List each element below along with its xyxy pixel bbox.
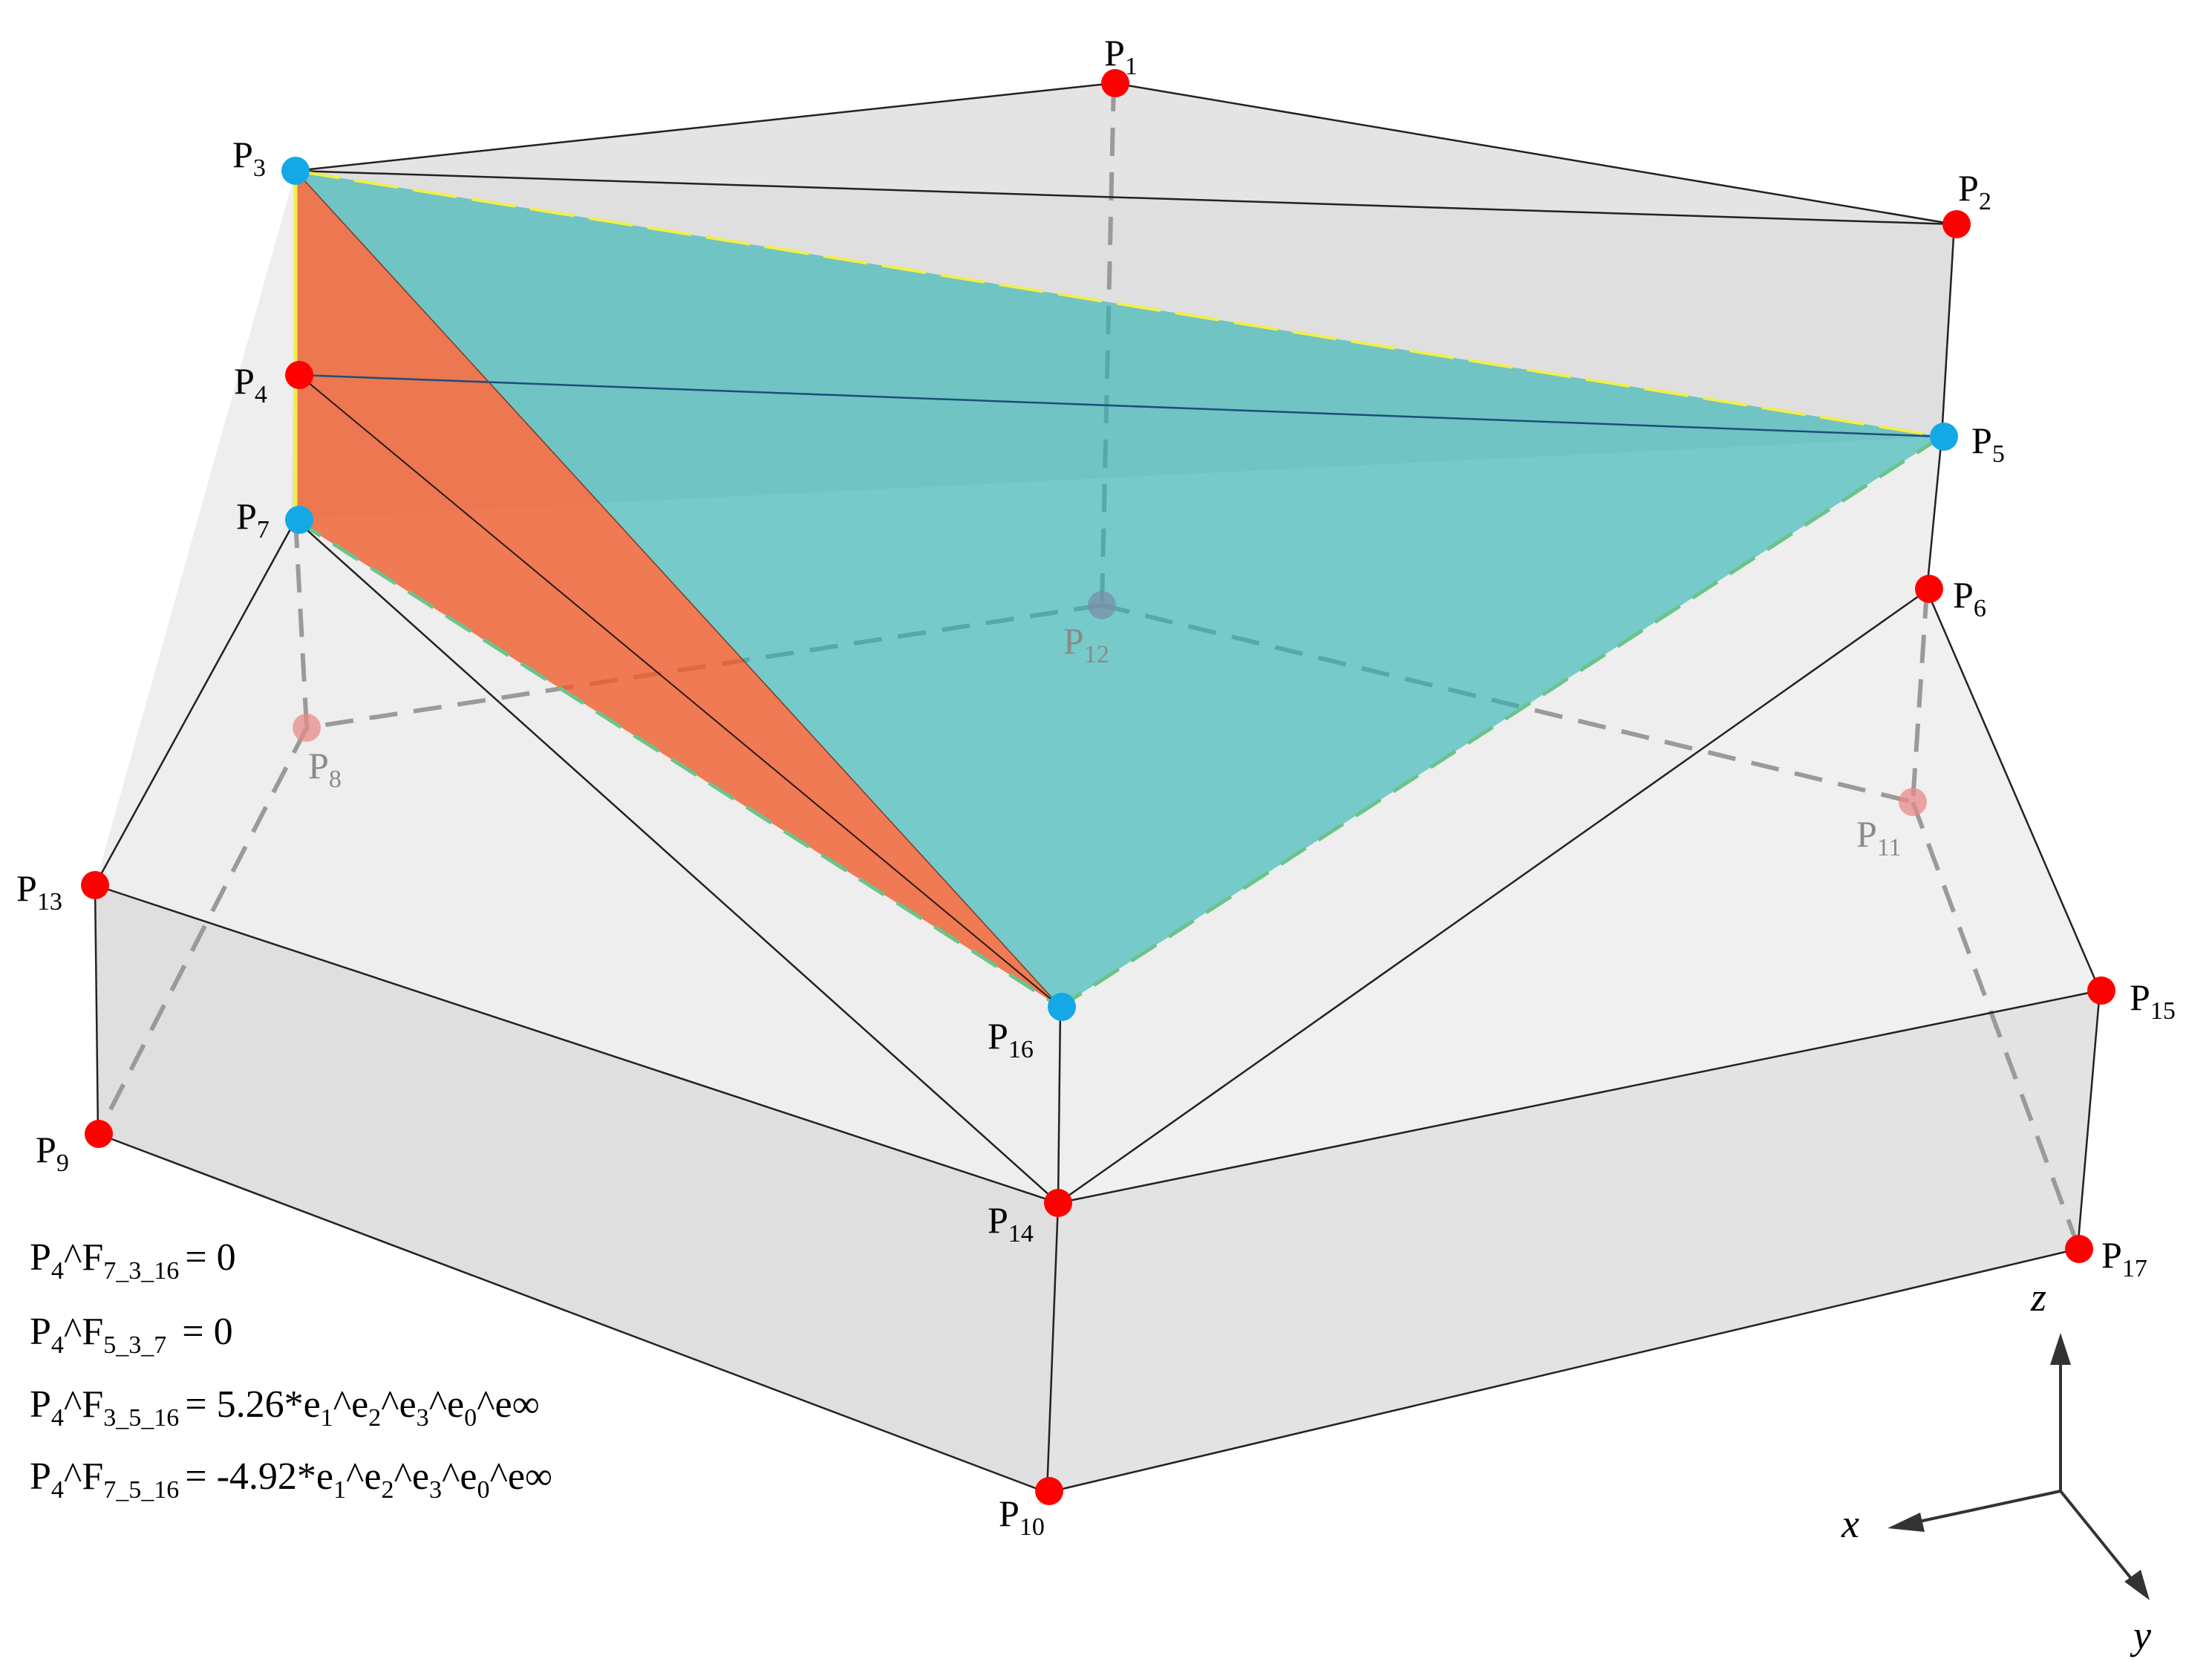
marker-P17 bbox=[2065, 1235, 2093, 1263]
y-axis-line bbox=[2059, 1490, 2134, 1582]
formula-block: P4^F7_3_16 = 0 P4^F5_3_7 = 0 P4^F3_5_16 = … bbox=[30, 1236, 552, 1504]
formula-line-2: P4^F5_3_7 = 0 bbox=[30, 1311, 233, 1359]
label-P10: P10 bbox=[999, 1493, 1045, 1541]
label-P15: P15 bbox=[2130, 976, 2176, 1025]
cutting-planes bbox=[293, 169, 1943, 1009]
label-P6: P6 bbox=[1953, 574, 1986, 622]
label-P17: P17 bbox=[2101, 1234, 2147, 1282]
x-axis-arrowhead bbox=[1888, 1513, 1925, 1532]
marker-P3 bbox=[281, 157, 310, 185]
marker-P5 bbox=[1930, 423, 1958, 451]
x-axis-line bbox=[1915, 1490, 2061, 1524]
label-P4: P4 bbox=[234, 360, 267, 408]
label-P13: P13 bbox=[16, 867, 62, 916]
z-axis-arrowhead bbox=[2050, 1333, 2071, 1365]
point-labels: P1 P2 P3 P4 P5 P6 P7 P8 P9 P10 P11 P12 P… bbox=[16, 32, 2176, 1541]
formula-line-1: P4^F7_3_16 = 0 bbox=[30, 1236, 236, 1285]
label-P9: P9 bbox=[36, 1129, 69, 1177]
label-P1: P1 bbox=[1104, 32, 1138, 80]
formula-line-4: P4^F7_5_16 = -4.92*e1^e2^e3^e0^e∞ bbox=[30, 1455, 552, 1504]
marker-P10 bbox=[1035, 1477, 1063, 1505]
marker-P7 bbox=[285, 506, 313, 534]
marker-P6 bbox=[1915, 575, 1943, 603]
z-axis-label: z bbox=[2030, 1275, 2046, 1320]
lower-left-face bbox=[95, 885, 1058, 1493]
marker-P9 bbox=[85, 1120, 113, 1148]
label-P5: P5 bbox=[1971, 420, 2005, 468]
marker-P14 bbox=[1044, 1189, 1072, 1217]
label-P7: P7 bbox=[236, 495, 270, 544]
marker-P16 bbox=[1048, 993, 1076, 1021]
marker-P8 bbox=[293, 714, 321, 742]
formula-line-3: P4^F3_5_16 = 5.26*e1^e2^e3^e0^e∞ bbox=[30, 1383, 540, 1432]
point-markers bbox=[81, 69, 2115, 1505]
prism-edges bbox=[94, 82, 2101, 1494]
upper-right-face bbox=[1058, 590, 2100, 1203]
x-axis-label: x bbox=[1841, 1501, 1859, 1546]
plane-cyan-3-5-16 bbox=[296, 171, 1942, 1007]
marker-P2 bbox=[1942, 210, 1971, 238]
label-P11: P11 bbox=[1856, 813, 1902, 861]
marker-P15 bbox=[2087, 976, 2115, 1005]
y-axis-arrowhead bbox=[2124, 1570, 2150, 1600]
label-P8: P8 bbox=[308, 745, 342, 793]
label-P2: P2 bbox=[1958, 167, 1991, 215]
label-P14: P14 bbox=[988, 1199, 1034, 1248]
lower-right-face bbox=[1047, 991, 2100, 1493]
marker-P1 bbox=[1101, 69, 1129, 97]
coordinate-axes bbox=[1888, 1333, 2150, 1600]
marker-P11 bbox=[1899, 788, 1927, 816]
marker-P13 bbox=[81, 871, 109, 899]
y-axis-label: y bbox=[2130, 1613, 2151, 1657]
marker-P4 bbox=[285, 361, 313, 389]
label-P12: P12 bbox=[1063, 620, 1109, 668]
marker-P12 bbox=[1088, 591, 1116, 619]
label-P16: P16 bbox=[988, 1015, 1034, 1063]
label-P3: P3 bbox=[232, 134, 266, 182]
